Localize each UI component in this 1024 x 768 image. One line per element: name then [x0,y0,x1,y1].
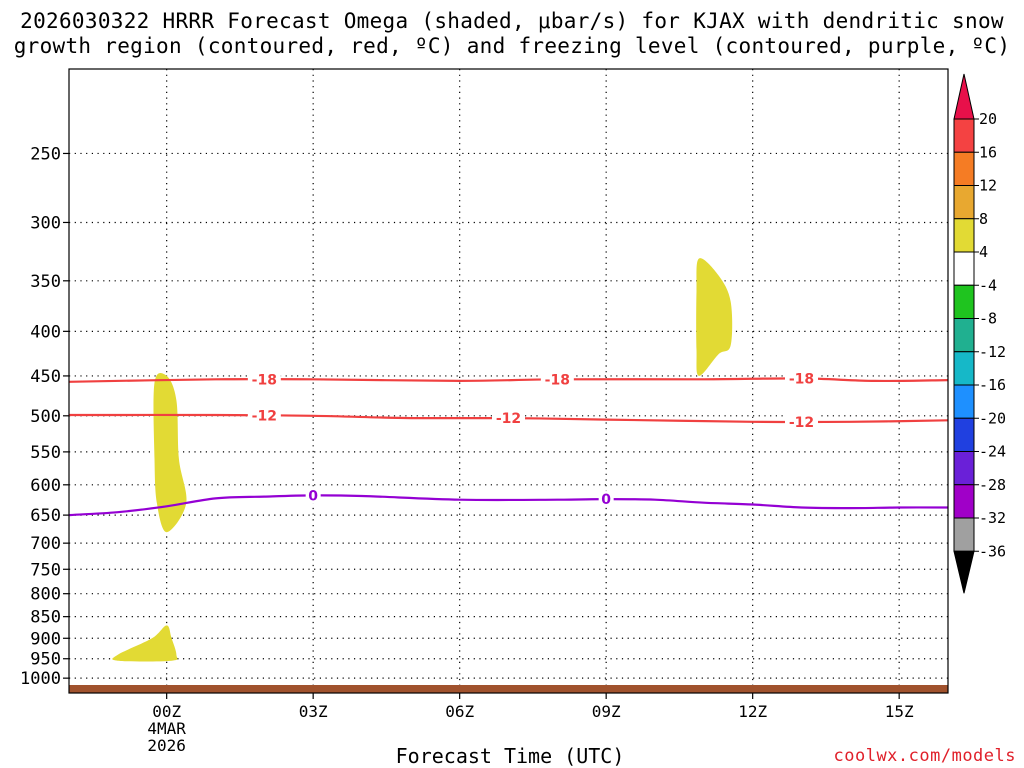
colorbar-label: 16 [979,143,997,161]
colorbar-band [953,218,975,253]
grid-layer [69,69,948,693]
y-tick-label: 450 [30,367,61,387]
colorbar-band [953,351,975,386]
contour-layer: -18 -18 -18 -12 -12 -12 0 0 [69,370,948,517]
credit-text: coolwx.com/models [833,746,1016,766]
x-axis-label: Forecast Time (UTC) [395,744,625,768]
colorbar-top-arrow [953,73,975,120]
colorbar-band [953,517,975,552]
x-tick-label: 4MAR [147,719,186,738]
x-tick-label: 06Z [445,702,474,721]
colorbar-band [953,417,975,452]
contour-label-bg [540,371,574,388]
colorbar-band [953,185,975,220]
colorbar-band [953,118,975,153]
x-tick-label: 03Z [299,702,328,721]
colorbar-band [953,318,975,353]
colorbar-label: 12 [979,177,997,195]
colorbar-band [953,284,975,319]
contour-label: -18 [252,372,277,388]
colorbar-label: 8 [979,210,988,228]
plot-frame [68,68,949,694]
colorbar-label: -32 [979,509,1006,527]
contour-label-bg [598,491,614,508]
y-tick-label: 250 [30,144,61,164]
colorbar-label: 4 [979,243,988,261]
contour-line [69,494,948,517]
colorbar-band [953,484,975,519]
contour-label-bg [492,410,525,427]
omega-shaded-region [153,372,187,533]
y-tick-label: 400 [30,322,61,342]
contour-label-bg [785,370,818,387]
colorbar-label: -28 [979,476,1006,494]
shaded-omega-layer [112,258,733,662]
x-tick-label: 2026 [147,736,186,755]
y-tick-label: 500 [30,407,61,427]
omega-shaded-region [696,258,733,376]
x-tick-label: 00Z [152,702,181,721]
colorbar-band [953,451,975,486]
y-tick-label: 350 [30,272,61,292]
y-tick-label: 950 [30,650,61,670]
y-tick-label: 750 [30,560,61,580]
contour-label: 0 [601,492,611,508]
contour-label-bg [247,371,281,388]
colorbar: 20 16 12 8 4 -4 -8 -12 -16 -20 -24 -28 -32 -36 [953,73,1006,594]
y-tick-label: 1000 [20,669,61,689]
contour-label: -18 [545,372,570,388]
surface-layer [69,685,948,693]
colorbar-label: -4 [979,276,997,294]
colorbar-label: -12 [979,343,1006,361]
colorbar-label: -36 [979,542,1006,560]
contour-label-bg [247,407,281,424]
contour-label-bg [785,413,818,430]
colorbar-label: 20 [979,110,997,128]
y-tick-label: 650 [30,506,61,526]
contour-label: 0 [308,488,318,504]
y-axis-ticks: 2503003504004505005506006507007508008509… [20,144,69,689]
y-tick-label: 600 [30,476,61,496]
contour-line [69,377,948,383]
colorbar-band [953,384,975,419]
y-tick-label: 300 [30,213,61,233]
colorbar-bottom-arrow [953,550,975,594]
y-tick-label: 800 [30,585,61,605]
y-tick-label: 700 [30,534,61,554]
contour-label: -12 [496,411,521,427]
y-tick-label: 900 [30,629,61,649]
colorbar-band [953,251,975,286]
colorbar-label: -24 [979,443,1006,461]
contour-label: -12 [789,415,814,431]
x-tick-label: 15Z [885,702,914,721]
colorbar-label: -8 [979,310,997,328]
chart-title-line-1: 2026030322 HRRR Forecast Omega (shaded, … [20,9,1004,33]
chart-title-line-2: growth region (contoured, red, ºC) and f… [13,34,1011,58]
surface-band [69,685,948,693]
contour-label-bg [305,487,321,504]
colorbar-label: -16 [979,376,1006,394]
colorbar-band [953,151,975,186]
omega-shaded-region [112,625,178,662]
contour-label: -18 [789,371,814,387]
contour-label: -12 [252,408,277,424]
y-tick-label: 850 [30,608,61,628]
x-tick-label: 09Z [592,702,621,721]
y-tick-label: 550 [30,443,61,463]
x-tick-label: 12Z [738,702,767,721]
colorbar-label: -20 [979,409,1006,427]
